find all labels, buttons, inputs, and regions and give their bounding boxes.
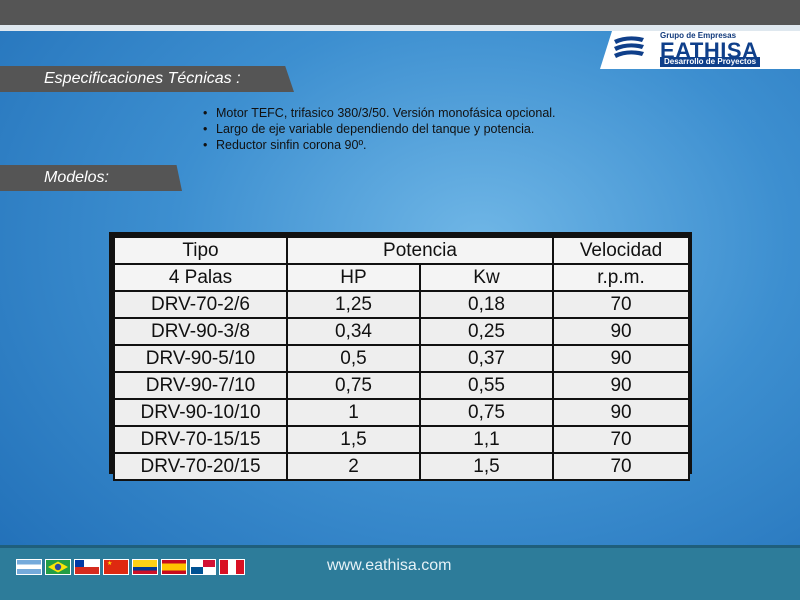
header-tipo: Tipo	[113, 236, 288, 265]
cell-rpm: 70	[552, 452, 691, 481]
cell-hp: 1,5	[286, 425, 421, 454]
brand-logo: Grupo de Empresas EATHISA Desarrollo de …	[600, 31, 800, 69]
brand-group-label: Grupo de Empresas	[660, 31, 737, 40]
cell-rpm: 90	[552, 398, 691, 427]
spain-flag-icon	[161, 559, 187, 575]
cell-kw: 0,75	[418, 398, 555, 427]
models-section-title: Modelos:	[0, 165, 182, 191]
table-row: DRV-90-3/8 0,34 0,25 90	[113, 317, 691, 346]
table-row: DRV-90-10/10 1 0,75 90	[113, 398, 691, 427]
country-flags: ★	[16, 559, 245, 575]
table-header-row: Tipo Potencia Velocidad	[113, 236, 691, 265]
spec-item: Motor TEFC, trifasico 380/3/50. Versión …	[203, 105, 556, 121]
table-subheader-row: 4 Palas HP Kw r.p.m.	[113, 263, 691, 292]
cell-kw: 0,18	[418, 290, 555, 319]
table-row: DRV-90-7/10 0,75 0,55 90	[113, 371, 691, 400]
header-potencia: Potencia	[285, 236, 555, 265]
top-bar	[0, 0, 800, 25]
specs-list: Motor TEFC, trifasico 380/3/50. Versión …	[203, 105, 556, 153]
eathisa-logo-icon	[614, 36, 644, 58]
header-kw: Kw	[418, 263, 555, 292]
spec-item: Largo de eje variable dependiendo del ta…	[203, 121, 556, 137]
cell-hp: 0,75	[286, 371, 421, 400]
cell-hp: 2	[286, 452, 421, 481]
header-palas: 4 Palas	[113, 263, 288, 292]
brazil-flag-icon	[45, 559, 71, 575]
table-row: DRV-70-20/15 2 1,5 70	[113, 452, 691, 481]
cell-kw: 1,1	[418, 425, 555, 454]
argentina-flag-icon	[16, 559, 42, 575]
cell-model: DRV-70-2/6	[113, 290, 288, 319]
brand-tagline: Desarrollo de Proyectos	[660, 57, 761, 67]
peru-flag-icon	[219, 559, 245, 575]
colombia-flag-icon	[132, 559, 158, 575]
footer-divider	[0, 545, 800, 548]
header-velocidad: Velocidad	[552, 236, 691, 265]
cell-rpm: 90	[552, 317, 691, 346]
cell-kw: 1,5	[418, 452, 555, 481]
cell-model: DRV-90-10/10	[113, 398, 288, 427]
table-row: DRV-90-5/10 0,5 0,37 90	[113, 344, 691, 373]
chile-flag-icon	[74, 559, 100, 575]
cell-hp: 1	[286, 398, 421, 427]
cell-model: DRV-90-7/10	[113, 371, 288, 400]
table-row: DRV-70-15/15 1,5 1,1 70	[113, 425, 691, 454]
cell-rpm: 70	[552, 290, 691, 319]
header-rpm: r.p.m.	[552, 263, 691, 292]
panama-flag-icon	[190, 559, 216, 575]
specs-section-title: Especificaciones Técnicas :	[0, 66, 294, 92]
china-flag-icon: ★	[103, 559, 129, 575]
cell-model: DRV-90-3/8	[113, 317, 288, 346]
cell-kw: 0,55	[418, 371, 555, 400]
top-stripe	[0, 25, 800, 31]
cell-model: DRV-70-20/15	[113, 452, 288, 481]
cell-hp: 1,25	[286, 290, 421, 319]
cell-kw: 0,25	[418, 317, 555, 346]
website-url[interactable]: www.eathisa.com	[327, 557, 452, 574]
models-table: Tipo Potencia Velocidad 4 Palas HP Kw r.…	[113, 236, 691, 481]
cell-hp: 0,34	[286, 317, 421, 346]
cell-model: DRV-90-5/10	[113, 344, 288, 373]
cell-model: DRV-70-15/15	[113, 425, 288, 454]
header-hp: HP	[286, 263, 421, 292]
spec-item: Reductor sinfin corona 90º.	[203, 137, 556, 153]
cell-hp: 0,5	[286, 344, 421, 373]
table-row: DRV-70-2/6 1,25 0,18 70	[113, 290, 691, 319]
cell-rpm: 90	[552, 344, 691, 373]
cell-kw: 0,37	[418, 344, 555, 373]
cell-rpm: 90	[552, 371, 691, 400]
cell-rpm: 70	[552, 425, 691, 454]
